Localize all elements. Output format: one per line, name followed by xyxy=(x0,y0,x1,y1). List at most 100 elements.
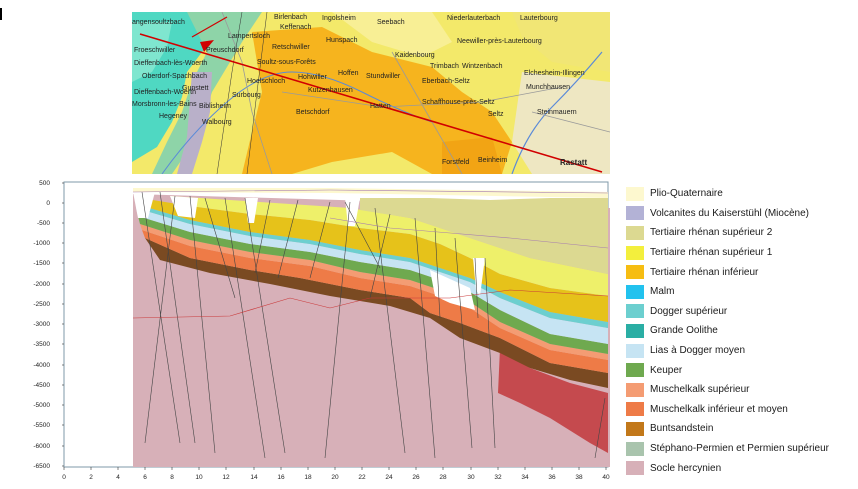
x-tick-label: 14 xyxy=(250,474,258,481)
place-label: Dieffenbach-lès-Woerth xyxy=(134,60,207,67)
legend-swatch xyxy=(626,441,644,456)
section-line xyxy=(139,33,603,173)
y-tick-label: -2000 xyxy=(33,281,50,288)
fault xyxy=(246,12,268,174)
legend-swatch xyxy=(626,421,644,436)
legend-label: Socle hercynien xyxy=(650,462,722,474)
legend-item: Muschelkalk inférieur et moyen xyxy=(626,400,858,420)
faults xyxy=(141,191,606,459)
legend-item: Stéphano-Permien et Permien supérieur xyxy=(626,439,858,459)
x-tick-label: 16 xyxy=(277,474,285,481)
place-label: Dieffenbach-Woerth xyxy=(134,89,196,96)
y-tick-label: -500 xyxy=(37,220,50,227)
section-arrow-line xyxy=(191,16,228,38)
place-label: Seltz xyxy=(488,111,504,118)
place-label: Hunspach xyxy=(326,37,358,44)
legend-item: Volcanites du Kaiserstühl (Miocène) xyxy=(626,204,858,224)
y-tick-label: 500 xyxy=(39,180,50,187)
legend-swatch xyxy=(626,304,644,319)
map-zone-lilac xyxy=(177,72,212,174)
x-tick-label: 6 xyxy=(143,474,147,481)
legend-item: Tertiaire rhénan inférieur xyxy=(626,262,858,282)
place-label: Neewiller-près-Lauterbourg xyxy=(457,38,542,45)
place-label: Kutzenhausen xyxy=(308,87,353,94)
x-tick-label: 12 xyxy=(222,474,230,481)
river xyxy=(161,71,433,174)
x-tick-label: 36 xyxy=(548,474,556,481)
legend: Plio-Quaternaire Volcanites du Kaiserstü… xyxy=(626,184,858,478)
y-tick-label: -6000 xyxy=(33,443,50,450)
place-label: Walbourg xyxy=(202,119,232,126)
place-label: Schaffhouse-près-Seltz xyxy=(422,99,495,106)
place-label: Munchhausen xyxy=(526,84,570,91)
place-label: Beinheim xyxy=(478,157,507,164)
place-label: Wintzenbach xyxy=(462,63,503,70)
geological-map[interactable]: Birlenbach Keffenach Ingolsheim Seebach … xyxy=(132,12,610,174)
text-cursor xyxy=(0,8,2,20)
y-tick-label: -4500 xyxy=(33,382,50,389)
map-zone-pale-1 xyxy=(332,12,452,57)
section-arrow xyxy=(200,40,214,52)
place-label: Elchesheim-Illingen xyxy=(524,70,585,77)
place-label: Surbourg xyxy=(232,92,261,99)
place-label: Forstfeld xyxy=(442,159,469,166)
place-label: Niederlauterbach xyxy=(447,15,500,22)
x-tick-label: 38 xyxy=(575,474,583,481)
y-tick-label: -3000 xyxy=(33,321,50,328)
place-label: Trimbach xyxy=(430,63,459,70)
layer-tertiaire-sup1 xyxy=(170,196,608,296)
layer-dogger-sup xyxy=(136,204,608,328)
layer-keuper xyxy=(138,216,608,354)
x-tick-label: 20 xyxy=(331,474,339,481)
horst-gap xyxy=(473,258,485,296)
legend-label: Dogger supérieur xyxy=(650,305,728,317)
place-label: angensoultzbach xyxy=(132,19,185,26)
river-rhine xyxy=(511,51,603,174)
y-tick-label: -2500 xyxy=(33,301,50,308)
legend-swatch xyxy=(626,206,644,221)
x-tick-label: 40 xyxy=(602,474,610,481)
legend-swatch xyxy=(626,382,644,397)
place-label: Preuschdorf xyxy=(206,47,244,54)
place-label: Hoffen xyxy=(338,70,359,77)
x-tick-label: 24 xyxy=(385,474,393,481)
legend-swatch xyxy=(626,186,644,201)
legend-item: Malm xyxy=(626,282,858,302)
y-tick-label: -6500 xyxy=(33,463,50,470)
place-label: Froeschwiller xyxy=(134,47,176,54)
layer-muschelkalk-sup xyxy=(140,224,608,360)
y-tick-label: -1500 xyxy=(33,260,50,267)
place-label: Oberdorf-Spachbach xyxy=(142,73,207,80)
place-label: Stundwiller xyxy=(366,73,401,80)
horst-gap xyxy=(170,196,198,218)
legend-label: Muschelkalk inférieur et moyen xyxy=(650,403,788,415)
road xyxy=(531,111,610,133)
x-tick-label: 22 xyxy=(358,474,366,481)
legend-item: Lias à Dogger moyen xyxy=(626,341,858,361)
layer-muschelkalk-inf xyxy=(142,230,608,373)
horizon-line xyxy=(132,289,609,319)
road xyxy=(221,12,273,174)
place-label: Steinmauern xyxy=(537,109,577,116)
legend-swatch xyxy=(626,265,644,280)
y-tick-label: 0 xyxy=(46,200,50,207)
place-label: Gunstett xyxy=(182,85,209,92)
horst-gap xyxy=(245,198,258,223)
legend-label: Stéphano-Permien et Permien supérieur xyxy=(650,443,829,455)
layer-tertiaire-inf xyxy=(136,198,608,322)
place-label: Hoelschloch xyxy=(247,78,285,85)
legend-label: Keuper xyxy=(650,364,683,376)
legend-swatch xyxy=(626,323,644,338)
legend-swatch xyxy=(626,363,644,378)
map-zone-pale-2 xyxy=(512,12,610,72)
x-tick-label: 26 xyxy=(412,474,420,481)
place-label: Kaidenbourg xyxy=(395,52,435,59)
place-label: Ingolsheim xyxy=(322,15,356,22)
place-label: Eberbach-Seltz xyxy=(422,78,470,85)
legend-item: Grande Oolithe xyxy=(626,321,858,341)
cross-section[interactable]: 500 0 -500 -1000 -1500 -2000 -2500 -3000… xyxy=(30,178,616,484)
legend-swatch xyxy=(626,225,644,240)
horizon-line xyxy=(329,217,609,249)
legend-label: Volcanites du Kaiserstühl (Miocène) xyxy=(650,207,809,219)
legend-swatch xyxy=(626,284,644,299)
